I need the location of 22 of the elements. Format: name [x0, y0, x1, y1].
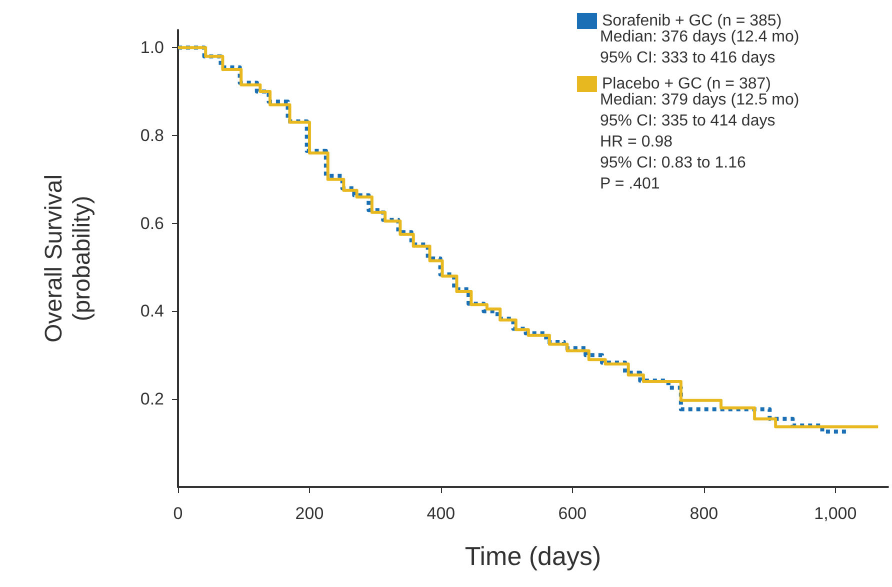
annotation: 95% CI: 333 to 416 days: [600, 50, 776, 66]
x-tick-label: 800: [690, 504, 718, 523]
y-tick-label: 0.2: [140, 390, 164, 409]
y-tick-label: 0.6: [140, 214, 164, 233]
x-tick-label: 1,000: [814, 504, 857, 523]
y-tick-label: 0.4: [140, 302, 164, 321]
annotation: HR = 0.98: [600, 134, 673, 150]
y-tick-label: 1.0: [140, 38, 164, 58]
y-tick-label: 0.8: [140, 126, 164, 145]
legend-label: Placebo + GC (n = 387): [602, 76, 771, 92]
annotation: 95% CI: 335 to 414 days: [600, 112, 776, 130]
annotation: Median: 376 days (12.4 mo): [600, 28, 800, 46]
x-tick-label: 200: [295, 504, 324, 523]
annotation: P = .401: [600, 176, 660, 192]
annotation: Median: 379 days (12.5 mo): [600, 92, 800, 108]
legend-label: Sorafenib + GC (n = 385): [602, 12, 782, 30]
x-tick-label: 400: [426, 504, 456, 523]
x-tick-label: 600: [558, 504, 587, 523]
y-axis-title: Overall Survival (probability): [40, 174, 96, 343]
annotation: 95% CI: 0.83 to 1.16: [600, 154, 746, 172]
x-tick-label: 0: [173, 504, 183, 523]
x-axis-title: Time (days): [464, 541, 602, 571]
